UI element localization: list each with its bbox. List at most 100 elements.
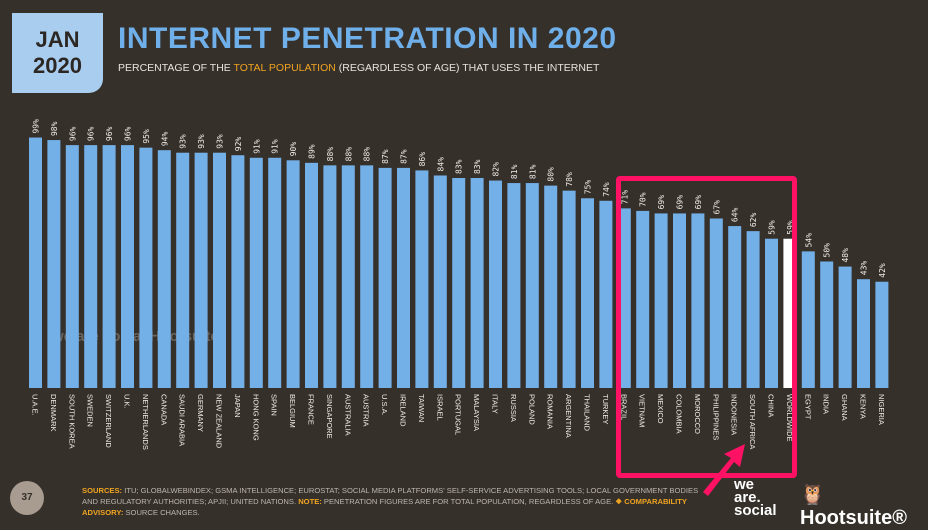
month: JAN [35,27,80,52]
category-label: INDIA [822,394,831,414]
data-label: 78% [565,172,574,187]
bar [562,190,576,388]
category-label: IRELAND [399,394,408,427]
footer-sources: SOURCES: ITU; GLOBALWEBINDEX; GSMA INTEL… [82,485,702,518]
bar [746,231,760,388]
hootsuite-logo: 🦉 Hootsuite® [800,484,907,529]
data-label: 88% [326,147,335,162]
category-label: WORLDWIDE [785,394,794,442]
category-label: SWEDEN [86,394,95,427]
bar [341,165,355,388]
data-label: 90% [289,142,298,157]
subtitle-highlight: TOTAL POPULATION [233,62,336,74]
data-label: 74% [602,182,611,197]
subtitle: PERCENTAGE OF THE TOTAL POPULATION (REGA… [118,62,599,74]
data-label: 81% [528,164,537,179]
category-label: TAIWAN [417,394,426,422]
category-label: VIETNAM [638,394,647,427]
note-label: NOTE: [298,497,322,506]
bar [139,147,153,388]
category-label: U.S.A. [380,394,389,416]
bar [29,137,42,388]
data-label: 92% [234,137,243,152]
data-label: 91% [252,139,261,154]
bar [617,208,631,388]
data-label: 83% [455,159,464,174]
bar [875,281,889,388]
bar [507,183,521,388]
category-label: PORTUGAL [454,394,463,435]
bar [673,213,686,388]
data-label: 95% [142,129,151,144]
bar [470,178,484,388]
subtitle-text: PERCENTAGE OF THE [118,62,234,74]
bar [397,167,410,388]
data-label: 75% [584,180,593,195]
category-label: POLAND [527,394,536,425]
advisory-label: ❖ COMPARABILITY ADVISORY: [82,497,687,517]
category-label: NIGERIA [877,394,886,425]
data-label: 89% [308,144,317,159]
bar [360,165,374,388]
bar [525,183,539,388]
bar [194,152,208,388]
category-label: SOUTH KOREA [67,394,76,449]
category-label: RUSSIA [509,394,518,422]
bar [654,213,668,388]
category-label: ROMANIA [546,394,555,429]
data-label: 96% [87,126,96,141]
category-label: NEW ZEALAND [215,394,224,449]
data-label: 87% [400,149,409,164]
bar [268,157,282,388]
category-label: KENYA [859,394,868,419]
category-label: SWITZERLAND [104,394,113,448]
year: 2020 [33,53,82,78]
data-label: 94% [160,132,169,147]
note-text: PENETRATION FIGURES ARE FOR TOTAL POPULA… [321,497,616,506]
data-label: 43% [860,261,869,276]
data-label: 54% [804,233,813,248]
bar [691,213,705,388]
data-label: 93% [197,134,206,149]
data-label: 69% [694,195,703,210]
bar [636,210,650,388]
data-label: 50% [823,243,832,258]
data-label: 93% [179,134,188,149]
data-label: 62% [749,213,758,228]
data-label: 59% [768,220,777,235]
data-label: 82% [492,162,501,177]
category-label: EGYPT [803,394,812,420]
category-label: ARGENTINA [564,394,573,438]
bar [820,261,834,388]
data-label: 70% [639,192,648,207]
data-label: 99% [32,119,41,134]
data-label: 96% [124,126,133,141]
category-label: ISRAEL [435,394,444,421]
bar [121,145,134,388]
category-label: AUSTRIA [362,394,371,427]
data-label: 96% [105,126,114,141]
category-label: ITALY [491,394,500,414]
data-label: 80% [547,167,556,182]
category-label: CHINA [767,394,776,417]
category-label: TURKEY [601,394,610,424]
data-label: 87% [381,149,390,164]
bar [231,155,245,388]
bar [857,279,870,388]
category-label: SAUDI ARABIA [178,394,187,446]
sources-text: ITU; GLOBALWEBINDEX; GSMA INTELLIGENCE; … [82,486,699,506]
category-label: PHILIPPINES [711,394,720,440]
bar [84,145,98,388]
data-label: 88% [363,147,372,162]
data-label: 42% [878,263,887,278]
category-label: CANADA [159,394,168,425]
data-label: 96% [68,126,77,141]
data-label: 91% [271,139,280,154]
category-label: SOUTH AFRICA [748,394,757,449]
bar [415,170,429,388]
category-label: AUSTRALIA [343,394,352,436]
bar [544,185,558,388]
sources-label: SOURCES: [82,486,123,495]
category-label: SINGAPORE [325,394,334,439]
